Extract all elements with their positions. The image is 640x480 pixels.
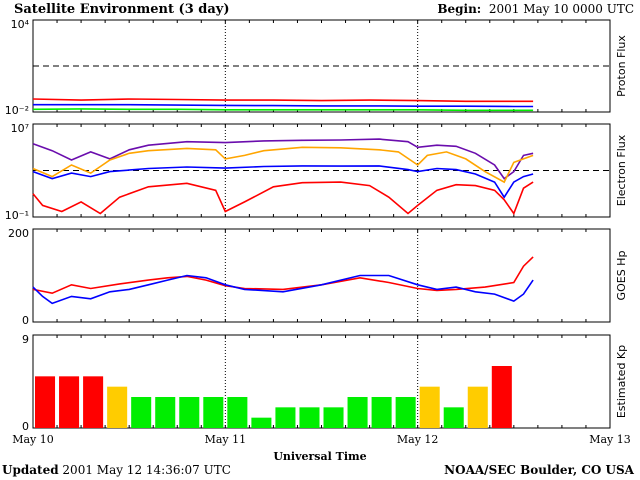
kp-bar (323, 407, 344, 428)
y-tick-label: 200 (8, 227, 29, 240)
kp-bar (203, 397, 224, 428)
begin-value: 2001 May 10 0000 UTC (488, 2, 634, 16)
kp-bar (491, 366, 512, 428)
begin-label: Begin: (437, 2, 482, 16)
series-line-blue (32, 165, 534, 199)
series-line-red (32, 181, 534, 216)
series-line-green (32, 108, 534, 112)
updated-time: Updated 2001 May 12 14:36:07 UTC (2, 463, 231, 477)
kp-bar (59, 376, 80, 428)
kp-bar (227, 397, 248, 428)
kp-bar (275, 407, 296, 428)
kp-bar (467, 386, 488, 428)
panel-label: Proton Flux (615, 35, 628, 97)
x-tick-label: May 10 (12, 433, 54, 446)
y-tick-label: 10⁻¹ (5, 209, 29, 222)
updated-value: 2001 May 12 14:36:07 UTC (62, 463, 231, 477)
series-line-blue (33, 103, 534, 108)
y-tick-label: 10⁷ (11, 122, 29, 135)
kp-bar (395, 397, 416, 428)
series-line-red (32, 98, 534, 103)
page-title: Satellite Environment (3 day) (14, 2, 230, 17)
kp-bar (179, 397, 200, 428)
y-tick-label: 10⁻² (5, 104, 29, 117)
y-tick-label: 9 (22, 333, 29, 346)
x-tick-label: May 12 (397, 433, 439, 446)
kp-bar (443, 407, 464, 428)
kp-bar (347, 397, 368, 428)
credit-text: NOAA/SEC Boulder, CO USA (444, 463, 634, 477)
series-line-orange (32, 146, 534, 184)
y-tick-label: 0 (22, 314, 29, 327)
panel-label: Electron Flux (615, 134, 628, 206)
series-line-purple (32, 138, 534, 180)
kp-bar (83, 376, 104, 428)
kp-bar (251, 417, 272, 428)
x-axis-title: Universal Time (273, 450, 367, 463)
panel-label: Estimated Kp (615, 345, 628, 418)
series-line-red (32, 256, 534, 295)
kp-bar (131, 397, 152, 428)
y-tick-label: 10⁴ (11, 18, 30, 31)
panel-frame (32, 228, 611, 323)
y-tick-label: 0 (22, 420, 29, 433)
begin-time: Begin: 2001 May 10 0000 UTC (437, 2, 634, 16)
kp-bar (299, 407, 320, 428)
kp-bar (371, 397, 392, 428)
kp-bar (35, 376, 56, 428)
kp-bar (419, 386, 440, 428)
kp-bar (107, 386, 128, 428)
kp-bar (155, 397, 176, 428)
series-line-blue (32, 274, 534, 305)
updated-label: Updated (2, 463, 59, 477)
x-tick-label: May 11 (205, 433, 247, 446)
panel-label: GOES Hp (615, 251, 628, 301)
x-tick-label: May 13 (589, 433, 631, 446)
